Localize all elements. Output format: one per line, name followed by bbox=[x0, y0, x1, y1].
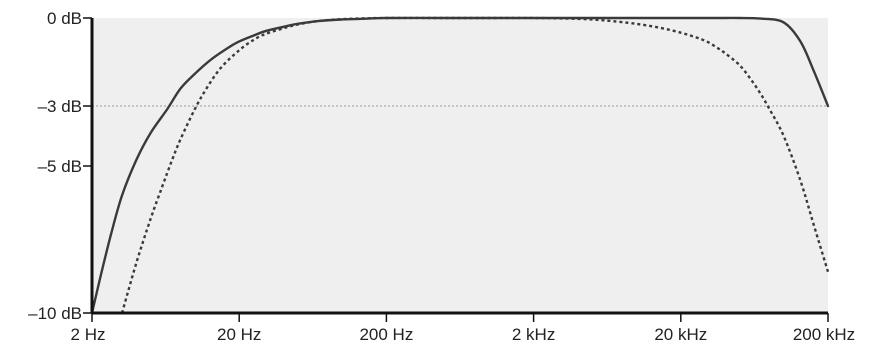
series-layer bbox=[90, 16, 830, 315]
x-tick-label: 200 kHz bbox=[793, 325, 855, 344]
x-axis-ticks: 2 Hz 20 Hz 200 Hz 2 kHz 20 kHz 200 kHz bbox=[71, 313, 855, 344]
x-tick-label: 20 kHz bbox=[654, 325, 707, 344]
plot-background bbox=[92, 18, 828, 313]
y-axis-ticks: 0 dB –3 dB –5 dB –10 dB bbox=[28, 9, 92, 323]
plot-area bbox=[92, 18, 828, 313]
x-tick-label: 2 Hz bbox=[71, 325, 106, 344]
x-tick-label: 20 Hz bbox=[217, 325, 261, 344]
solid-response-line bbox=[90, 16, 830, 315]
y-tick-label: 0 dB bbox=[47, 9, 82, 28]
y-tick-label: –5 dB bbox=[38, 157, 82, 176]
y-tick-label: –3 dB bbox=[38, 97, 82, 116]
y-tick-label: –10 dB bbox=[28, 304, 82, 323]
x-tick-label: 200 Hz bbox=[359, 325, 413, 344]
x-tick-label: 2 kHz bbox=[512, 325, 555, 344]
